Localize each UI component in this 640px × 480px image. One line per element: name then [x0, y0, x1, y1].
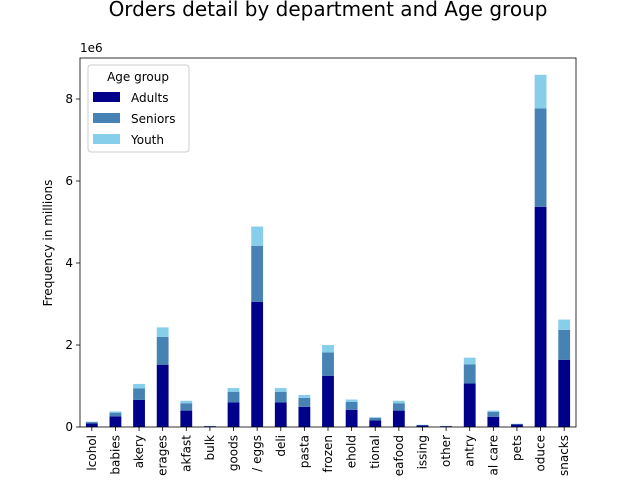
bar-deli-youth: [274, 388, 287, 392]
bar-other-adults: [440, 426, 452, 427]
bar-snacks-youth: [558, 319, 571, 330]
bar-breakfast-youth: [180, 400, 193, 404]
x-tick-label-pantry: antry: [463, 435, 477, 467]
bar-snacks-seniors: [558, 329, 571, 360]
bar-international-youth: [369, 417, 382, 418]
bar-meat-seafood-adults: [392, 410, 405, 427]
bar-household-youth: [345, 399, 358, 402]
bar-household-seniors: [345, 401, 358, 410]
bar-babies-seniors: [109, 412, 122, 417]
y-ticks-group: 0 2 4 6 8: [65, 92, 80, 434]
bar-dairy-eggs-youth: [251, 226, 264, 246]
bar-deli-adults: [274, 402, 287, 427]
bar-snacks-adults: [558, 359, 571, 427]
x-tick-label-pets: pets: [510, 435, 524, 461]
bar-personal-care-seniors: [487, 411, 500, 417]
bar-canned-goods-youth: [227, 388, 240, 392]
bar-canned-goods-adults: [227, 402, 240, 427]
bar-frozen-adults: [322, 375, 334, 427]
x-tick-label-beverages: erages: [156, 435, 170, 476]
bar-pantry-youth: [463, 357, 476, 365]
y-tick-label: 6: [65, 174, 73, 188]
bar-pantry-seniors: [463, 364, 476, 384]
x-tick-label-deli: deli: [274, 435, 288, 457]
bar-international-seniors: [369, 417, 382, 421]
bar-pets-seniors: [511, 423, 523, 425]
plot-frame: [79, 57, 577, 428]
bar-meat-seafood-seniors: [392, 403, 405, 411]
legend: Age group Adults Seniors Youth: [87, 64, 190, 153]
bars-group: [85, 74, 571, 427]
legend-swatch-adults: [93, 92, 120, 102]
legend-box: [87, 64, 190, 153]
bar-international-adults: [369, 420, 382, 427]
x-ticks-group: lcohol babies akery erages akfast bulk goods / …: [85, 427, 571, 476]
bar-missing-adults: [416, 425, 429, 427]
bar-personal-care-youth: [487, 410, 500, 412]
y-tick-label: 8: [65, 92, 73, 106]
y-tick-label: 2: [65, 338, 73, 352]
x-tick-label-produce: oduce: [534, 435, 548, 472]
x-tick-label-canned-goods: goods: [227, 435, 241, 471]
legend-label-seniors: Seniors: [131, 112, 175, 126]
bar-bakery-seniors: [133, 388, 145, 400]
x-tick-label-dry-goods-pasta: pasta: [297, 435, 311, 468]
y-axis-label: Frequency in millions: [41, 180, 55, 307]
bar-babies-adults: [109, 416, 122, 427]
x-tick-label-meat-seafood: eafood: [392, 435, 406, 476]
y-tick-label: 4: [65, 256, 73, 270]
bar-canned-goods-seniors: [227, 391, 240, 403]
legend-swatch-youth: [93, 134, 120, 144]
legend-label-adults: Adults: [131, 91, 169, 105]
bar-dairy-eggs-seniors: [251, 245, 264, 302]
x-tick-label-international: tional: [368, 435, 382, 469]
bar-meat-seafood-youth: [392, 400, 405, 404]
x-tick-label-bulk: bulk: [203, 435, 217, 461]
bar-produce-youth: [534, 74, 547, 109]
x-tick-label-frozen: frozen: [321, 435, 335, 473]
x-tick-label-bakery: akery: [132, 435, 146, 468]
bar-bakery-youth: [133, 383, 145, 389]
bar-beverages-adults: [156, 364, 169, 427]
x-tick-label-breakfast: akfast: [179, 435, 193, 472]
bar-household-adults: [345, 409, 358, 427]
y-offset-text: 1e6: [80, 41, 103, 55]
bar-breakfast-adults: [180, 410, 193, 427]
bar-bakery-adults: [133, 399, 145, 427]
x-tick-label-snacks: snacks: [557, 435, 571, 476]
bar-babies-youth: [109, 411, 122, 413]
x-tick-label-personal-care: al care: [486, 435, 500, 476]
bar-dry-goods-pasta-youth: [298, 395, 311, 398]
x-tick-label-babies: babies: [108, 435, 122, 475]
bar-beverages-seniors: [156, 336, 169, 365]
x-tick-label-household: ehold: [345, 435, 359, 468]
bar-frozen-seniors: [322, 352, 334, 376]
bar-bulk-adults: [204, 426, 216, 427]
bar-produce-seniors: [534, 108, 547, 207]
bar-alcohol-seniors: [85, 422, 98, 424]
bar-alcohol-adults: [85, 423, 98, 427]
x-tick-label-missing: issing: [415, 435, 429, 469]
legend-swatch-seniors: [93, 113, 120, 123]
bar-beverages-youth: [156, 327, 169, 337]
chart-title: Orders detail by department and Age grou…: [109, 0, 548, 21]
y-tick-label: 0: [65, 420, 73, 434]
bar-frozen-youth: [322, 345, 334, 353]
x-tick-label-dairy-eggs: / eggs: [250, 435, 264, 472]
bar-dairy-eggs-adults: [251, 301, 264, 427]
bar-produce-adults: [534, 206, 547, 427]
bar-personal-care-adults: [487, 416, 500, 427]
bar-dry-goods-pasta-seniors: [298, 397, 311, 407]
bar-dry-goods-pasta-adults: [298, 406, 311, 427]
x-tick-label-other: other: [439, 435, 453, 467]
bar-deli-seniors: [274, 391, 287, 403]
bar-pets-adults: [511, 424, 523, 427]
legend-title: Age group: [107, 70, 169, 84]
x-tick-label-alcohol: lcohol: [85, 435, 99, 471]
bar-breakfast-seniors: [180, 403, 193, 411]
bar-pantry-adults: [463, 383, 476, 427]
legend-label-youth: Youth: [130, 133, 164, 147]
